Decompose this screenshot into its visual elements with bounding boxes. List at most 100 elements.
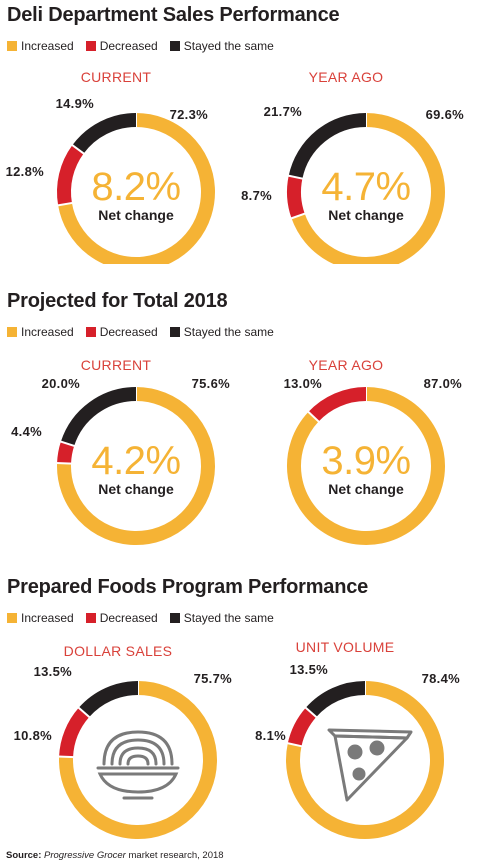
section-title: Deli Department Sales Performance (7, 4, 340, 26)
net-change-label: Net change (98, 481, 174, 497)
data-label-decreased: 8.1% (255, 728, 286, 743)
legend-item-increased: Increased (7, 611, 74, 625)
data-label-decreased: 8.7% (241, 188, 272, 203)
donut-chart-projected-year-ago: YEAR AGO 87.0% 13.0% 3.9%Net change (284, 357, 463, 545)
legend-item-same: Stayed the same (169, 325, 274, 339)
section-title: Prepared Foods Program Performance (7, 576, 369, 598)
legend-label: Increased (21, 611, 74, 625)
slice-separator (287, 174, 304, 180)
data-label-increased: 72.3% (170, 107, 209, 122)
slice-separator (56, 461, 73, 465)
legend-swatch-decreased (85, 41, 96, 51)
chart-subtitle: DOLLAR SALES (64, 643, 173, 659)
net-change-label: Net change (328, 207, 404, 223)
legend-swatch-same (169, 41, 180, 51)
data-label-same: 13.5% (34, 664, 73, 679)
section-projected-2018: Projected for Total 2018 Increased Decre… (0, 290, 480, 570)
legend: Increased Decreased Stayed the same (7, 610, 274, 626)
net-change-value: 4.7% (321, 165, 410, 209)
legend-label: Decreased (99, 611, 158, 625)
source-rest: market research, 2018 (125, 850, 224, 861)
legend-label: Decreased (99, 325, 158, 339)
legend-label: Decreased (99, 39, 158, 53)
legend-label: Increased (21, 325, 74, 339)
slice-separator (304, 706, 318, 719)
slice-increased (57, 387, 215, 545)
slice-separator (77, 706, 91, 719)
section-deli-sales: Deli Department Sales Performance Increa… (0, 4, 480, 284)
slice-same (305, 681, 366, 718)
slice-separator (58, 755, 75, 759)
net-change-label: Net change (328, 481, 404, 497)
slice-decreased (57, 145, 84, 206)
slice-separator (59, 440, 76, 448)
slice-same (72, 113, 137, 154)
legend-item-increased: Increased (7, 39, 74, 53)
chart-subtitle: YEAR AGO (309, 69, 384, 85)
legend-label: Stayed the same (183, 325, 274, 339)
data-label-increased: 75.7% (194, 671, 233, 686)
legend-swatch-increased (7, 41, 17, 51)
source-label: Source: (6, 850, 42, 861)
source-publication: Progressive Grocer (44, 850, 126, 861)
data-label-increased: 69.6% (426, 107, 465, 122)
net-change-value: 4.2% (91, 439, 180, 483)
legend-label: Stayed the same (183, 39, 274, 53)
data-label-increased: 87.0% (424, 376, 463, 391)
donut-chart-unit-volume: UNIT VOLUME 78.4% 8.1% 13.5% (255, 639, 460, 839)
slice-same (288, 113, 367, 179)
legend: Increased Decreased Stayed the same (7, 324, 274, 340)
data-label-decreased: 12.8% (6, 164, 45, 179)
donut-chart-projected-current: CURRENT 75.6% 4.4% 20.0% 4.2%Net change (11, 357, 231, 545)
chart-subtitle: UNIT VOLUME (296, 639, 395, 655)
legend-swatch-decreased (85, 613, 96, 623)
data-label-increased: 75.6% (192, 376, 231, 391)
chart-subtitle: CURRENT (81, 357, 152, 373)
donut-chart-dollar-sales: DOLLAR SALES 75.7% 10.8% 13.5% (14, 643, 233, 839)
section-title: Projected for Total 2018 (7, 290, 228, 312)
slice-decreased (57, 441, 75, 464)
data-label-same: 13.5% (290, 662, 329, 677)
legend-swatch-same (169, 327, 180, 337)
slice-separator (70, 143, 86, 155)
legend-swatch-decreased (85, 327, 96, 337)
legend-swatch-increased (7, 613, 17, 623)
slice-decreased (59, 707, 90, 758)
data-label-decreased: 13.0% (284, 376, 323, 391)
legend-item-increased: Increased (7, 325, 74, 339)
legend: Increased Decreased Stayed the same (7, 38, 274, 54)
legend-item-decreased: Decreased (85, 325, 158, 339)
slice-same (60, 387, 137, 447)
donut-chart-deli-current: CURRENT 72.3% 12.8% 14.9% 8.2%Net change (6, 69, 215, 264)
slice-increased (287, 387, 445, 545)
chart-subtitle: CURRENT (81, 69, 152, 85)
legend-item-decreased: Decreased (85, 611, 158, 625)
section-prepared-foods: Prepared Foods Program Performance Incre… (0, 576, 480, 846)
slice-decreased (308, 387, 367, 422)
pizza-slice-icon (327, 728, 413, 802)
slice-separator (306, 410, 321, 423)
slice-decreased (287, 175, 305, 219)
spaghetti-bowl-icon (96, 730, 180, 800)
net-change-value: 3.9% (321, 439, 410, 483)
slice-same (78, 681, 139, 718)
legend-label: Increased (21, 39, 74, 53)
legend-swatch-same (169, 613, 180, 623)
slice-increased (291, 113, 445, 264)
data-label-same: 21.7% (264, 104, 303, 119)
net-change-value: 8.2% (91, 165, 180, 209)
legend-item-same: Stayed the same (169, 611, 274, 625)
slice-increased (59, 681, 217, 839)
slice-increased (58, 113, 215, 264)
slice-increased (286, 681, 444, 839)
slice-decreased (287, 707, 317, 747)
slice-separator (290, 212, 306, 220)
slice-separator (286, 742, 303, 748)
data-label-decreased: 4.4% (11, 424, 42, 439)
legend-item-decreased: Decreased (85, 39, 158, 53)
donut-chart-deli-year-ago: YEAR AGO 69.6% 8.7% 21.7% 4.7%Net change (241, 69, 465, 264)
slice-separator (56, 201, 74, 207)
net-change-label: Net change (98, 207, 174, 223)
chart-subtitle: YEAR AGO (309, 357, 384, 373)
data-label-decreased: 10.8% (14, 728, 53, 743)
